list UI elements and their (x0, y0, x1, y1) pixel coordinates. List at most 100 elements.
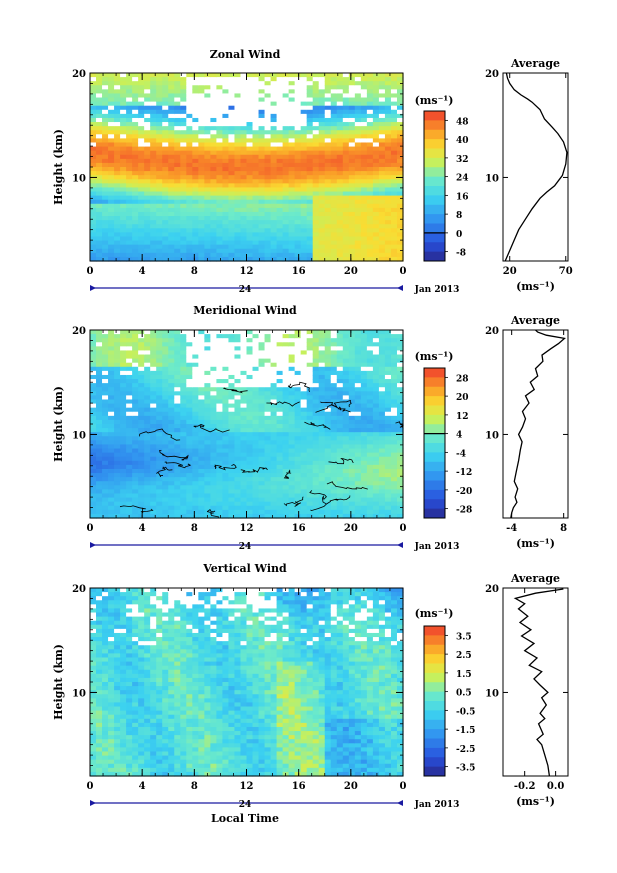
heatmap-cell (372, 167, 380, 172)
heatmap-cell (366, 501, 374, 507)
heatmap-cell (186, 395, 193, 401)
heatmap-cell (264, 77, 272, 82)
heatmap-cell (396, 497, 404, 503)
heatmap-cell (210, 407, 217, 413)
heatmap-cell (114, 383, 121, 388)
heatmap-cell (180, 330, 187, 335)
heatmap-cell (114, 350, 121, 356)
heatmap-cell (210, 460, 217, 466)
heatmap-cell (336, 101, 344, 107)
heatmap-cell (162, 407, 169, 413)
heatmap-cell (162, 89, 169, 95)
heatmap-cell (336, 179, 344, 184)
heatmap-cell (354, 399, 362, 405)
heatmap-cell (204, 460, 211, 466)
heatmap-cell (90, 411, 97, 417)
heatmap-cell (288, 432, 296, 437)
heatmap-cell (144, 228, 151, 233)
heatmap-cell (192, 407, 199, 413)
heatmap-cell (360, 146, 368, 152)
heatmap-cell (156, 424, 163, 429)
heatmap-cell (102, 334, 109, 339)
heatmap-cell (384, 374, 392, 380)
heatmap-cell (120, 77, 127, 82)
heatmap-cell (198, 154, 205, 160)
heatmap-cell (216, 191, 224, 197)
heatmap-cell (234, 167, 242, 172)
heatmap-cell (204, 101, 211, 107)
heatmap-cell (174, 477, 181, 482)
heatmap-cell (180, 97, 187, 103)
heatmap-cell (138, 481, 145, 486)
heatmap-cell (300, 513, 308, 519)
colorbar-tick-label: 8 (456, 211, 462, 221)
heatmap-cell (114, 428, 121, 433)
heatmap-cell (120, 109, 127, 115)
heatmap-cell (276, 244, 284, 250)
heatmap-cell (360, 428, 368, 433)
heatmap-cell (348, 411, 356, 417)
heatmap-cell (354, 220, 362, 225)
heatmap-cell (144, 452, 151, 458)
heatmap-cell (312, 142, 320, 148)
heatmap-cell (390, 481, 398, 486)
heatmap-cell (264, 207, 272, 213)
heatmap-cell (294, 342, 302, 347)
heatmap-cell (378, 362, 386, 368)
heatmap-cell (114, 101, 121, 107)
heatmap-cell (366, 105, 374, 111)
heatmap-cell (156, 440, 163, 446)
heatmap-cell (342, 167, 350, 172)
heatmap-cell (234, 391, 242, 396)
heatmap-cell (96, 391, 103, 396)
heatmap-cell (324, 199, 332, 205)
heatmap-cell (258, 130, 266, 135)
heatmap-cell (198, 379, 205, 384)
heatmap-cell (372, 399, 380, 405)
heatmap-cell (174, 473, 181, 478)
heatmap-cell (252, 191, 260, 197)
heatmap-cell (366, 138, 374, 144)
heatmap-cell (396, 415, 404, 421)
heatmap-cell (90, 497, 97, 503)
heatmap-cell (342, 97, 350, 103)
heatmap-cell (180, 191, 187, 197)
heatmap-cell (378, 191, 386, 197)
heatmap-cell (294, 216, 302, 221)
heatmap-cell (186, 113, 193, 119)
heatmap-cell (246, 468, 254, 474)
heatmap-cell (330, 428, 338, 433)
heatmap-cell (126, 350, 133, 356)
heatmap-cell (216, 399, 224, 405)
heatmap-cell (150, 366, 157, 372)
heatmap-cell (198, 432, 205, 437)
heatmap-cell (246, 73, 254, 78)
heatmap-cell (258, 485, 266, 490)
heatmap-cell (216, 354, 224, 360)
heatmap-cell (186, 240, 193, 246)
heatmap-cell (270, 354, 278, 360)
x-tick-label: 20 (344, 266, 358, 277)
heatmap-cell (126, 460, 133, 466)
heatmap-cell (372, 489, 380, 495)
heatmap-cell (138, 366, 145, 372)
heatmap-cell (216, 224, 224, 229)
heatmap-cell (150, 407, 157, 413)
heatmap-cell (198, 130, 205, 135)
heatmap-cell (294, 444, 302, 450)
heatmap-cell (222, 346, 230, 352)
heatmap-cell (138, 89, 145, 95)
heatmap-cell (264, 179, 272, 184)
heatmap-cell (306, 481, 314, 486)
heatmap-cell (192, 346, 199, 352)
heatmap-cell (228, 513, 236, 519)
heatmap-cell (348, 366, 356, 372)
heatmap-cell (234, 424, 242, 429)
heatmap-cell (144, 171, 151, 176)
heatmap-cell (300, 240, 308, 246)
heatmap-cell (312, 109, 320, 115)
heatmap-cell (378, 473, 386, 478)
heatmap-cell (144, 85, 151, 90)
heatmap-cell (198, 236, 205, 242)
x-tick-label: 0 (400, 266, 407, 277)
